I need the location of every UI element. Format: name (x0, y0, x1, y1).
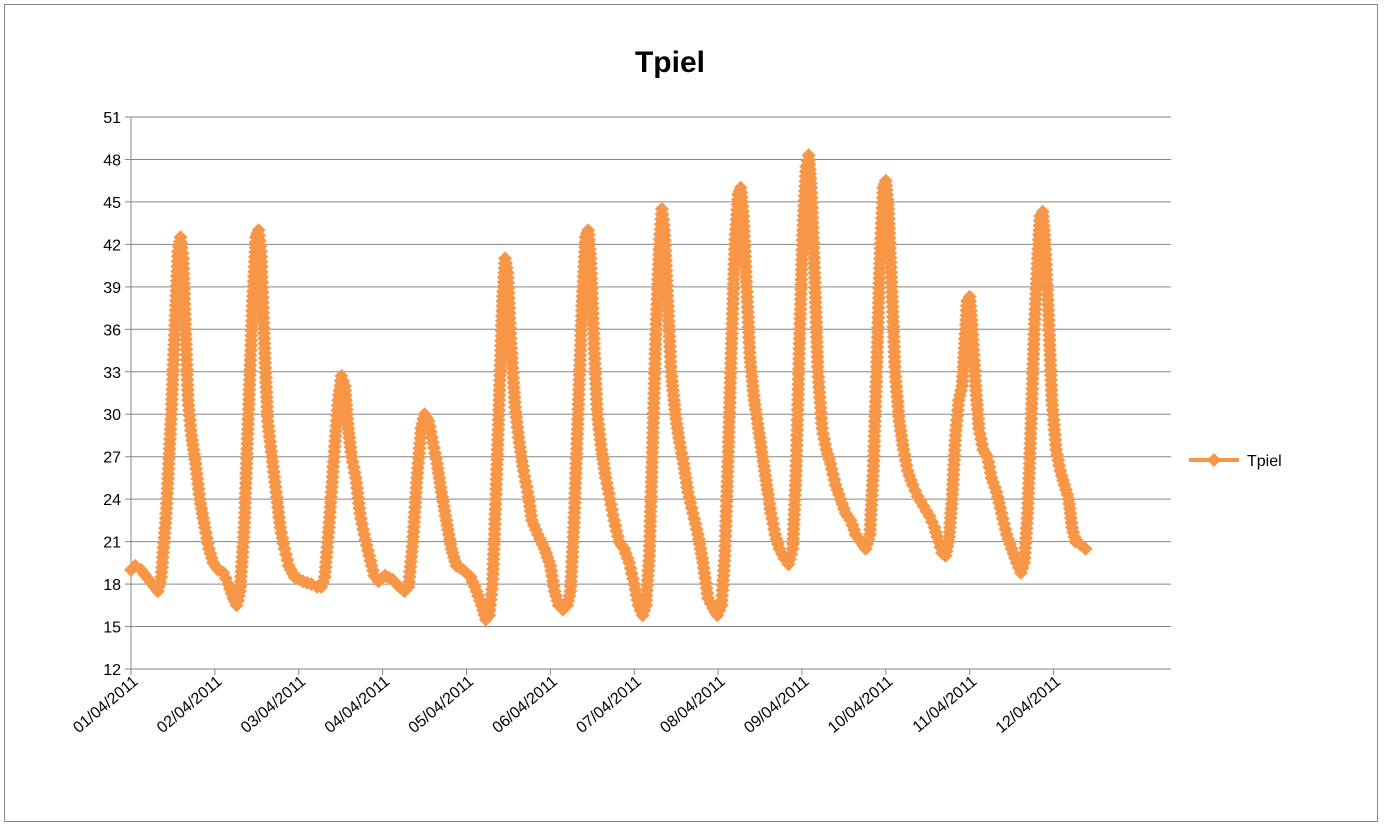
y-tick-label: 24 (103, 492, 121, 509)
x-tick-label: 09/04/2011 (741, 673, 812, 737)
y-tick-label: 21 (103, 535, 121, 552)
x-tick-label: 05/04/2011 (406, 673, 477, 737)
x-tick-label: 07/04/2011 (573, 673, 644, 737)
x-tick-label: 02/04/2011 (154, 673, 225, 737)
y-tick-label: 18 (103, 577, 121, 594)
x-tick-label: 03/04/2011 (238, 673, 309, 737)
x-tick-label: 11/04/2011 (910, 673, 981, 736)
y-tick-label: 30 (103, 407, 121, 424)
chart-area: Tpiel 12 15 18 21 24 27 30 33 36 39 42 45 48 51 01/04/… (4, 4, 1378, 822)
y-tick-label: 33 (103, 365, 121, 382)
y-tick-label: 15 (103, 620, 121, 637)
x-tick-label: 04/04/2011 (322, 673, 393, 737)
legend: Tpiel (1189, 453, 1282, 470)
data-point (1078, 541, 1093, 556)
x-tick-label: 10/04/2011 (825, 673, 896, 737)
y-tick-label: 42 (103, 237, 121, 254)
y-tick-label: 27 (103, 450, 121, 467)
axes: 12 15 18 21 24 27 30 33 36 39 42 45 48 51 01/04/2011 02… (70, 110, 1171, 737)
line-chart: Tpiel 12 15 18 21 24 27 30 33 36 39 42 45 48 51 01/04/… (70, 46, 1282, 737)
y-tick-label: 36 (103, 322, 121, 339)
y-tick-label: 39 (103, 280, 121, 297)
x-tick-label: 01/04/2011 (70, 673, 141, 737)
chart-title: Tpiel (635, 46, 705, 79)
legend-marker (1207, 453, 1221, 467)
y-tick-label: 45 (103, 195, 121, 212)
y-tick-label: 51 (103, 110, 121, 127)
series-tpiel (124, 148, 1093, 627)
x-tick-label: 08/04/2011 (657, 673, 728, 737)
x-tick-label: 06/04/2011 (490, 673, 561, 737)
y-tick-label: 48 (103, 152, 121, 169)
legend-label: Tpiel (1247, 453, 1282, 470)
x-tick-label: 12/04/2011 (993, 673, 1064, 737)
y-tick-label: 12 (103, 662, 121, 679)
